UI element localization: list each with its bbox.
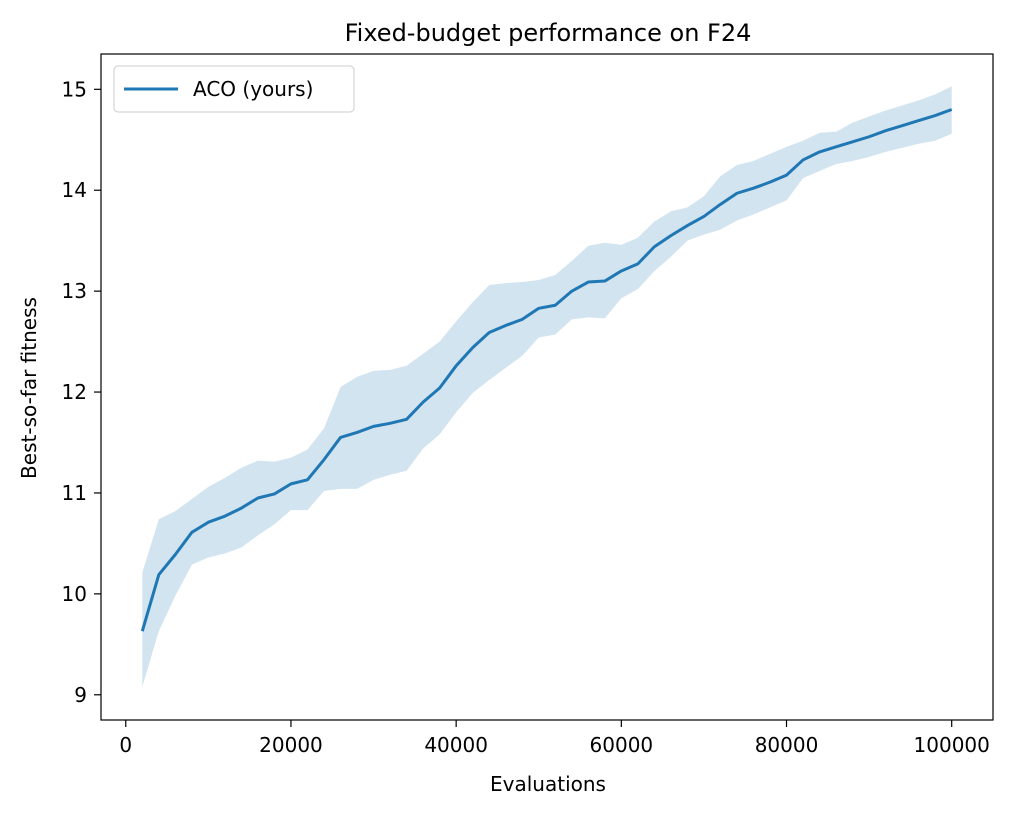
series-line-layer [140,108,953,632]
x-tick-label: 80000 [755,733,819,757]
legend-box [113,65,355,113]
x-axis: 0 20000 40000 60000 80000 100000 [119,720,990,757]
y-tick-label: 12 [62,380,87,404]
legend-label: ACO (yours) [193,77,313,101]
y-tick-label: 15 [62,77,87,101]
x-tick-label: 100000 [914,733,990,757]
y-tick-label: 13 [62,279,87,303]
x-axis-title: Evaluations [490,772,606,796]
y-axis: 9 10 11 12 13 14 15 [62,77,101,707]
plot-area [101,54,993,720]
y-tick-label: 11 [62,481,87,505]
x-tick-label: 40000 [424,733,488,757]
x-tick-label: 0 [119,733,132,757]
confidence-band-layer [142,86,952,687]
chart-title: Fixed-budget performance on F24 [345,19,752,47]
confidence-band [142,86,952,687]
y-tick-label: 10 [62,582,87,606]
y-tick-label: 9 [74,683,87,707]
x-tick-label: 20000 [259,733,323,757]
plot-frame [100,53,994,721]
x-tick-label: 60000 [590,733,654,757]
series-line-aco [140,108,953,632]
y-axis-title: Best-so-far fitness [17,297,41,479]
legend: ACO (yours) [113,65,355,113]
y-tick-label: 14 [62,178,87,202]
